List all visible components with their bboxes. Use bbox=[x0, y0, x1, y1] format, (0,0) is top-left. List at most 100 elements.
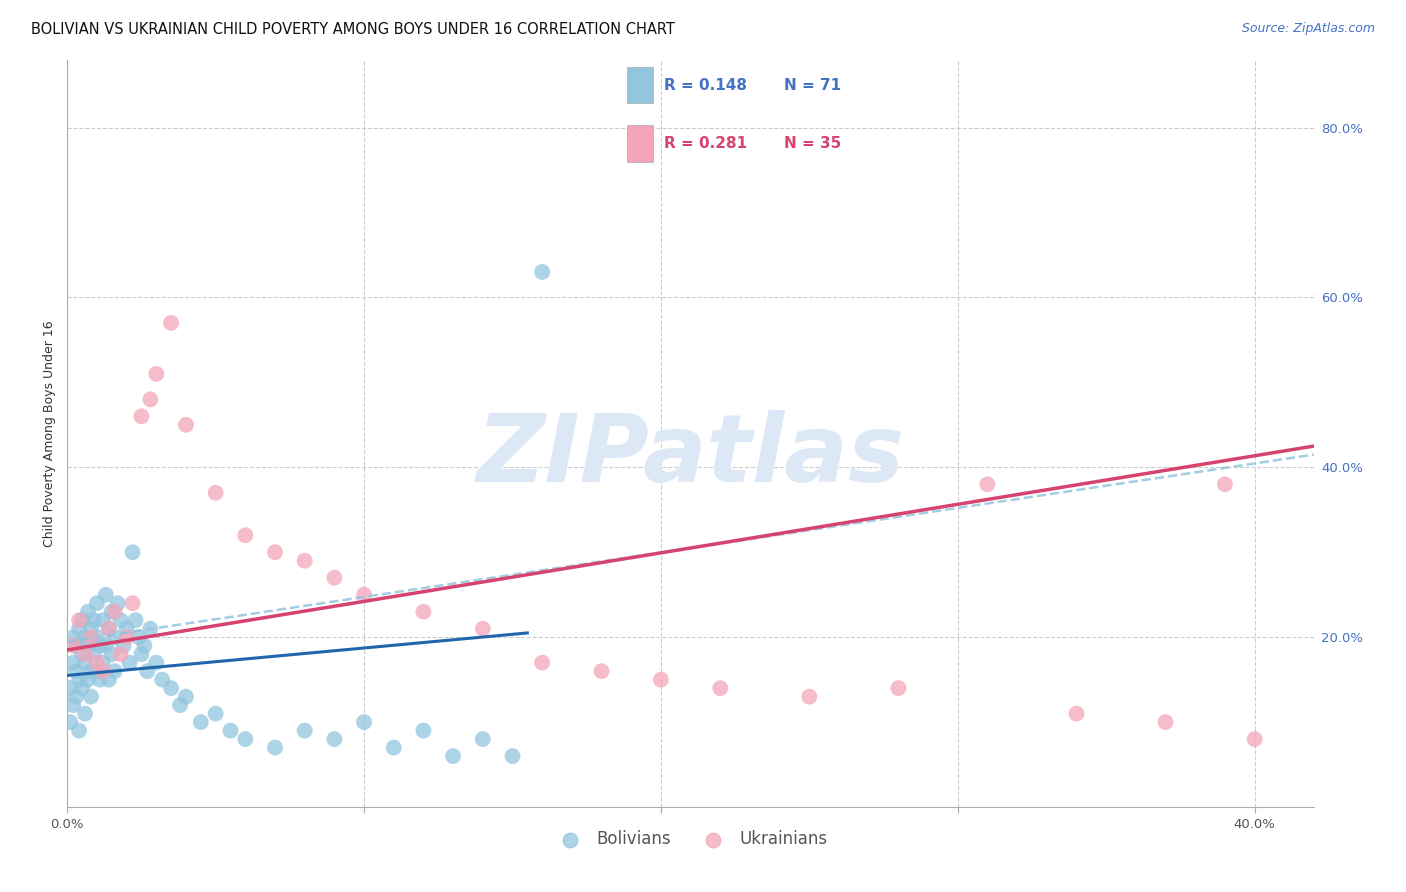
Legend: Bolivians, Ukrainians: Bolivians, Ukrainians bbox=[547, 823, 834, 855]
Point bbox=[174, 690, 197, 704]
Point bbox=[77, 639, 100, 653]
Point bbox=[1213, 477, 1236, 491]
Point bbox=[91, 664, 114, 678]
Point bbox=[73, 647, 96, 661]
Point bbox=[65, 639, 87, 653]
Point bbox=[89, 639, 111, 653]
Point bbox=[62, 656, 84, 670]
Point bbox=[104, 605, 127, 619]
Point bbox=[471, 622, 494, 636]
Point bbox=[353, 715, 375, 730]
Point bbox=[160, 316, 183, 330]
Point bbox=[204, 485, 226, 500]
Point bbox=[67, 622, 90, 636]
Point bbox=[67, 673, 90, 687]
Point bbox=[91, 656, 114, 670]
Text: ZIPatlas: ZIPatlas bbox=[477, 409, 904, 502]
Point bbox=[139, 622, 162, 636]
Point bbox=[353, 588, 375, 602]
Point bbox=[94, 588, 117, 602]
Point bbox=[323, 732, 346, 747]
Point bbox=[62, 698, 84, 713]
Point bbox=[160, 681, 183, 695]
Text: N = 71: N = 71 bbox=[785, 78, 841, 93]
Point bbox=[412, 723, 434, 738]
Point bbox=[86, 596, 108, 610]
Point bbox=[80, 630, 103, 644]
Point bbox=[59, 715, 82, 730]
Text: R = 0.281: R = 0.281 bbox=[664, 136, 747, 151]
Point bbox=[80, 622, 103, 636]
Point bbox=[441, 749, 464, 764]
Point bbox=[100, 605, 122, 619]
Point bbox=[62, 639, 84, 653]
Point bbox=[97, 622, 120, 636]
Point bbox=[70, 647, 93, 661]
Point bbox=[531, 265, 554, 279]
Point bbox=[110, 647, 132, 661]
Point bbox=[91, 613, 114, 627]
FancyBboxPatch shape bbox=[627, 67, 654, 103]
Point bbox=[83, 613, 105, 627]
Point bbox=[294, 554, 316, 568]
Point bbox=[1243, 732, 1265, 747]
Point bbox=[233, 528, 256, 542]
Point bbox=[73, 706, 96, 721]
Point bbox=[1154, 715, 1177, 730]
Point bbox=[80, 690, 103, 704]
Point bbox=[121, 596, 143, 610]
Point bbox=[70, 681, 93, 695]
Point bbox=[112, 639, 135, 653]
Point bbox=[382, 740, 405, 755]
Point bbox=[501, 749, 523, 764]
Point bbox=[264, 740, 287, 755]
Point bbox=[73, 656, 96, 670]
Point bbox=[169, 698, 191, 713]
Point bbox=[131, 409, 153, 424]
Point bbox=[174, 417, 197, 432]
Point bbox=[67, 723, 90, 738]
Point bbox=[219, 723, 242, 738]
Point bbox=[591, 664, 613, 678]
Point bbox=[887, 681, 910, 695]
Point bbox=[139, 392, 162, 407]
Point bbox=[124, 613, 146, 627]
Text: BOLIVIAN VS UKRAINIAN CHILD POVERTY AMONG BOYS UNDER 16 CORRELATION CHART: BOLIVIAN VS UKRAINIAN CHILD POVERTY AMON… bbox=[31, 22, 675, 37]
Point bbox=[190, 715, 212, 730]
Point bbox=[97, 622, 120, 636]
Point bbox=[59, 681, 82, 695]
Point bbox=[70, 613, 93, 627]
Point bbox=[264, 545, 287, 559]
Point bbox=[709, 681, 731, 695]
Text: Source: ZipAtlas.com: Source: ZipAtlas.com bbox=[1241, 22, 1375, 36]
Point bbox=[150, 673, 173, 687]
Point bbox=[1066, 706, 1088, 721]
Point bbox=[83, 647, 105, 661]
Point bbox=[89, 673, 111, 687]
Point bbox=[97, 673, 120, 687]
Point bbox=[976, 477, 998, 491]
Point bbox=[204, 706, 226, 721]
Point bbox=[104, 664, 127, 678]
Point bbox=[86, 664, 108, 678]
Point bbox=[131, 647, 153, 661]
Y-axis label: Child Poverty Among Boys Under 16: Child Poverty Among Boys Under 16 bbox=[44, 320, 56, 547]
Point bbox=[94, 639, 117, 653]
Text: N = 35: N = 35 bbox=[785, 136, 842, 151]
Point bbox=[62, 630, 84, 644]
Point bbox=[650, 673, 672, 687]
Point bbox=[73, 630, 96, 644]
Point bbox=[86, 630, 108, 644]
Point bbox=[294, 723, 316, 738]
Point bbox=[77, 605, 100, 619]
Point bbox=[531, 656, 554, 670]
FancyBboxPatch shape bbox=[627, 126, 654, 161]
Point bbox=[799, 690, 821, 704]
Point bbox=[145, 656, 167, 670]
Point bbox=[323, 571, 346, 585]
Point bbox=[80, 664, 103, 678]
Point bbox=[134, 639, 156, 653]
Point bbox=[233, 732, 256, 747]
Point bbox=[107, 596, 129, 610]
Text: R = 0.148: R = 0.148 bbox=[664, 78, 747, 93]
